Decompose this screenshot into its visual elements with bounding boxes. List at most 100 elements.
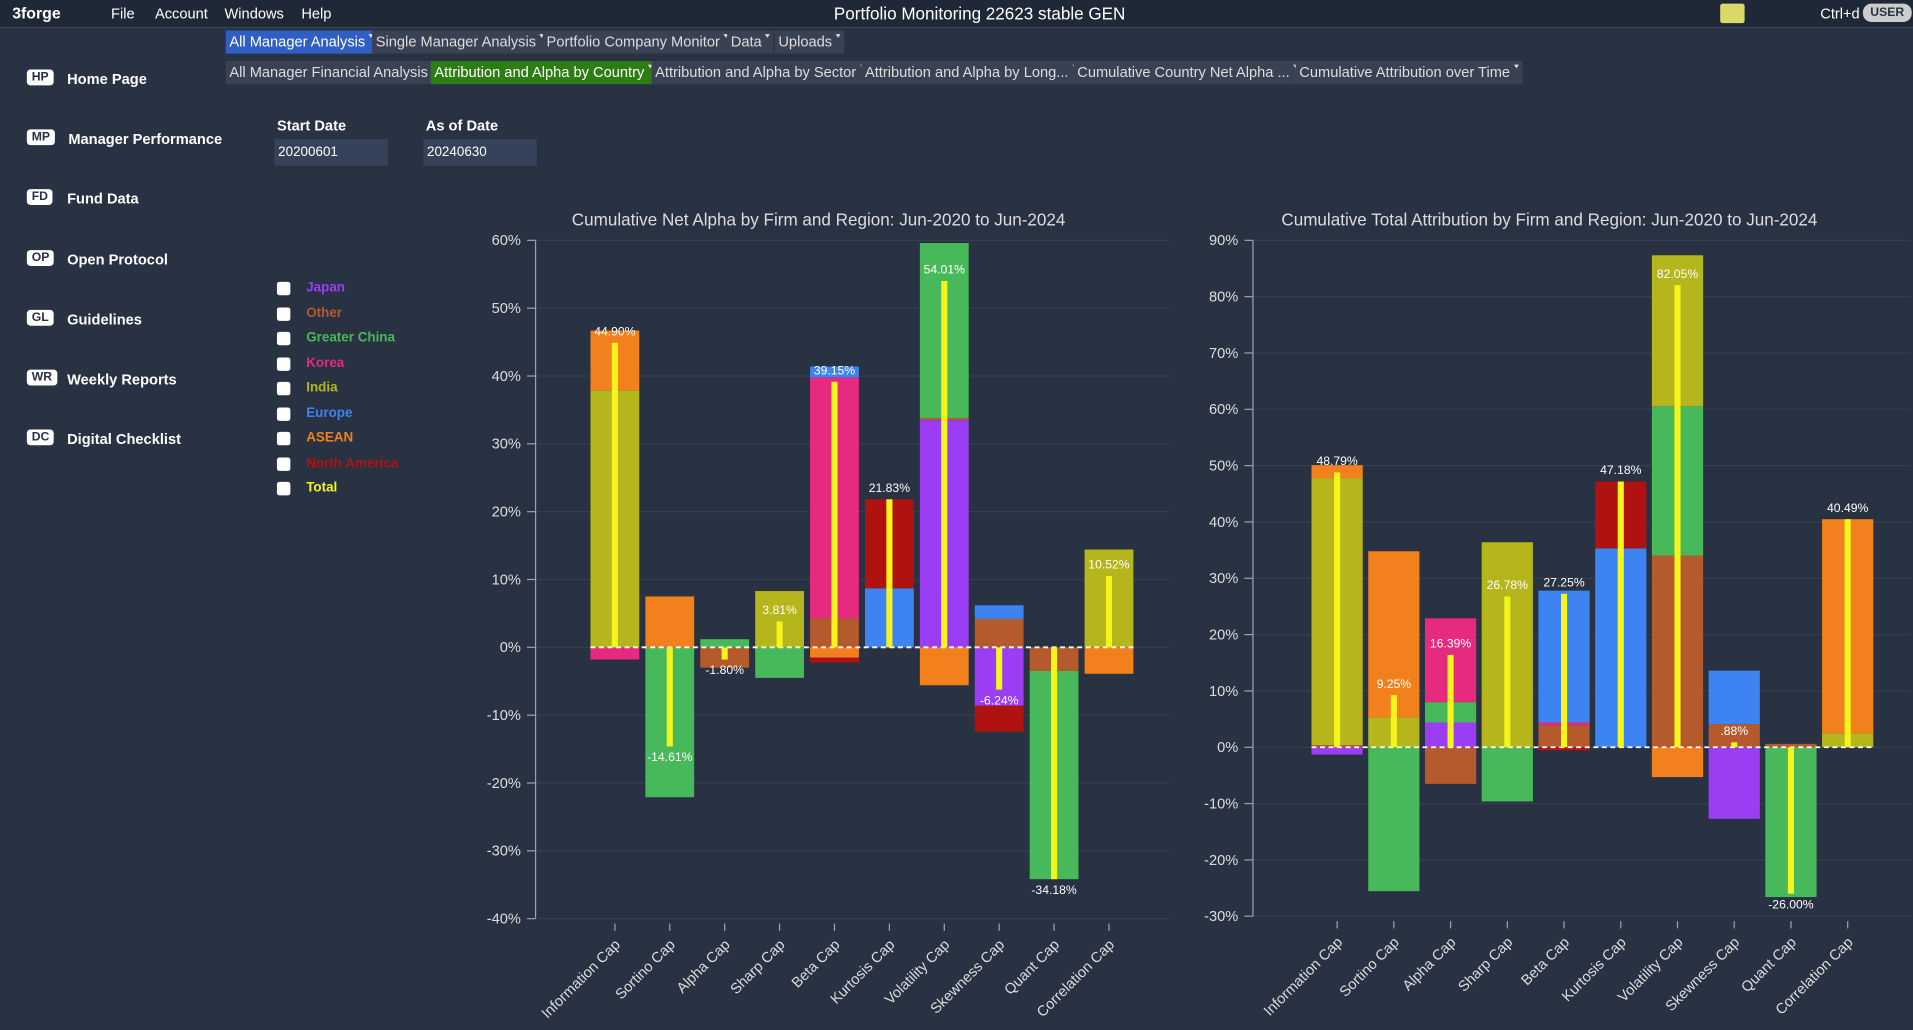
total-bar — [1447, 654, 1454, 748]
legend-label[interactable]: Greater China — [306, 330, 395, 346]
user-button[interactable]: USER — [1862, 3, 1912, 22]
nav-label[interactable]: Open Protocol — [67, 250, 168, 268]
app-title: Portfolio Monitoring 22623 stable GEN — [833, 3, 1126, 24]
bar-segment — [645, 596, 695, 648]
menu-item[interactable]: File — [111, 4, 135, 22]
legend-label[interactable]: Japan — [306, 280, 346, 296]
nav-badge[interactable]: HP — [26, 69, 54, 86]
total-label: 27.25% — [1543, 575, 1584, 589]
y-tick-label: 70% — [1209, 346, 1238, 362]
filter-input[interactable]: 20200601 — [274, 139, 388, 166]
bar-segment — [1084, 647, 1134, 674]
nav-label[interactable]: Home Page — [67, 70, 147, 88]
chart-title: Cumulative Net Alpha by Firm and Region:… — [572, 211, 1066, 230]
total-label: 48.79% — [1316, 454, 1357, 468]
tab[interactable]: Attribution and Alpha by Sector — [651, 61, 869, 85]
tab[interactable]: Single Manager Analysis — [372, 30, 549, 54]
legend-checkbox[interactable] — [276, 381, 291, 396]
total-label: 40.49% — [1827, 501, 1868, 515]
total-bar — [1844, 519, 1851, 748]
tab[interactable]: Cumulative Attribution over Time — [1295, 61, 1523, 85]
legend-label[interactable]: North America — [306, 455, 399, 471]
legend-label[interactable]: ASEAN — [306, 430, 354, 446]
y-tick-label: 10% — [1209, 684, 1238, 700]
y-tick-label: -40% — [487, 912, 521, 928]
y-tick-label: 40% — [492, 369, 521, 385]
tab[interactable]: All Manager Financial Analysis — [225, 61, 441, 85]
filter-label: Start Date — [276, 117, 347, 135]
legend-label[interactable]: Total — [306, 480, 338, 496]
legend-label[interactable]: Korea — [306, 355, 345, 371]
legend-checkbox[interactable] — [276, 331, 291, 346]
legend-label[interactable]: Other — [306, 305, 343, 321]
bar-segment — [1424, 747, 1477, 784]
filter-label: As of Date — [425, 117, 499, 135]
nav-label[interactable]: Fund Data — [67, 190, 139, 208]
total-bar — [1504, 596, 1511, 748]
y-tick-label: 30% — [492, 437, 521, 453]
menu-item[interactable]: Help — [301, 4, 332, 22]
total-label: 16.39% — [1430, 637, 1471, 651]
nav-label[interactable]: Digital Checklist — [67, 430, 181, 448]
y-tick-label: -20% — [487, 776, 521, 792]
bar-segment — [1311, 747, 1363, 755]
legend-checkbox[interactable] — [276, 431, 291, 446]
y-tick-label: 20% — [1209, 627, 1238, 643]
nav-badge[interactable]: DC — [26, 429, 55, 446]
tab[interactable]: Attribution and Alpha by Long... — [861, 61, 1081, 85]
bar-segment — [919, 647, 969, 686]
nav-badge[interactable]: WR — [26, 369, 57, 386]
x-tick-label: Alpha Cap — [1400, 935, 1460, 995]
tab[interactable]: Uploads — [774, 30, 845, 54]
total-bar — [941, 280, 948, 648]
tab[interactable]: All Manager Analysis — [225, 30, 378, 54]
y-tick-label: -20% — [1204, 853, 1238, 869]
filter-input[interactable]: 20240630 — [423, 139, 537, 166]
x-tick-label: Sortino Cap — [613, 937, 679, 1003]
bar-segment — [700, 639, 750, 648]
total-bar — [1731, 742, 1738, 748]
total-label: -26.00% — [1768, 897, 1814, 911]
x-tick-label: Information Cap — [539, 937, 624, 1022]
total-label: 44.90% — [594, 324, 635, 338]
legend-checkbox[interactable] — [276, 281, 291, 296]
tab[interactable]: Portfolio Company Monitor — [542, 30, 733, 54]
legend-label[interactable]: Europe — [306, 405, 353, 421]
bar-segment — [810, 647, 859, 658]
y-tick-label: 50% — [492, 301, 521, 317]
nav-badge[interactable]: OP — [26, 249, 55, 266]
nav-badge[interactable]: MP — [26, 129, 55, 146]
total-label: -6.24% — [980, 693, 1019, 707]
bar-segment — [974, 605, 1024, 619]
top-bar — [0, 0, 1913, 29]
legend-checkbox[interactable] — [276, 306, 291, 321]
legend-checkbox[interactable] — [276, 356, 291, 371]
nav-label[interactable]: Manager Performance — [68, 130, 223, 148]
y-tick-label: 10% — [492, 572, 521, 588]
y-tick-label: 80% — [1209, 290, 1238, 306]
tab[interactable]: Data — [727, 30, 774, 54]
y-tick-label: -10% — [487, 708, 521, 724]
nav-label[interactable]: Guidelines — [67, 310, 142, 328]
tab[interactable]: Cumulative Country Net Alpha ... — [1073, 61, 1302, 85]
nav-badge[interactable]: GL — [26, 309, 54, 326]
x-tick-label: Sharp Cap — [728, 937, 789, 998]
total-bar — [1674, 285, 1681, 748]
menu-item[interactable]: Windows — [224, 4, 284, 22]
bar-segment — [1481, 747, 1533, 802]
legend-checkbox[interactable] — [276, 406, 291, 421]
legend-label[interactable]: India — [306, 380, 338, 396]
menu-item[interactable]: Account — [154, 4, 208, 22]
y-tick-label: -10% — [1204, 796, 1238, 812]
nav-label[interactable]: Weekly Reports — [67, 370, 177, 388]
bar-segment — [590, 647, 640, 660]
legend-checkbox[interactable] — [276, 456, 291, 471]
bar-segment — [1708, 670, 1760, 725]
total-bar — [776, 621, 783, 648]
nav-badge[interactable]: FD — [26, 189, 53, 206]
legend-checkbox[interactable] — [276, 481, 291, 496]
tab[interactable]: Attribution and Alpha by Country — [430, 61, 657, 85]
y-tick-label: 60% — [492, 233, 521, 249]
total-bar — [1051, 647, 1058, 880]
